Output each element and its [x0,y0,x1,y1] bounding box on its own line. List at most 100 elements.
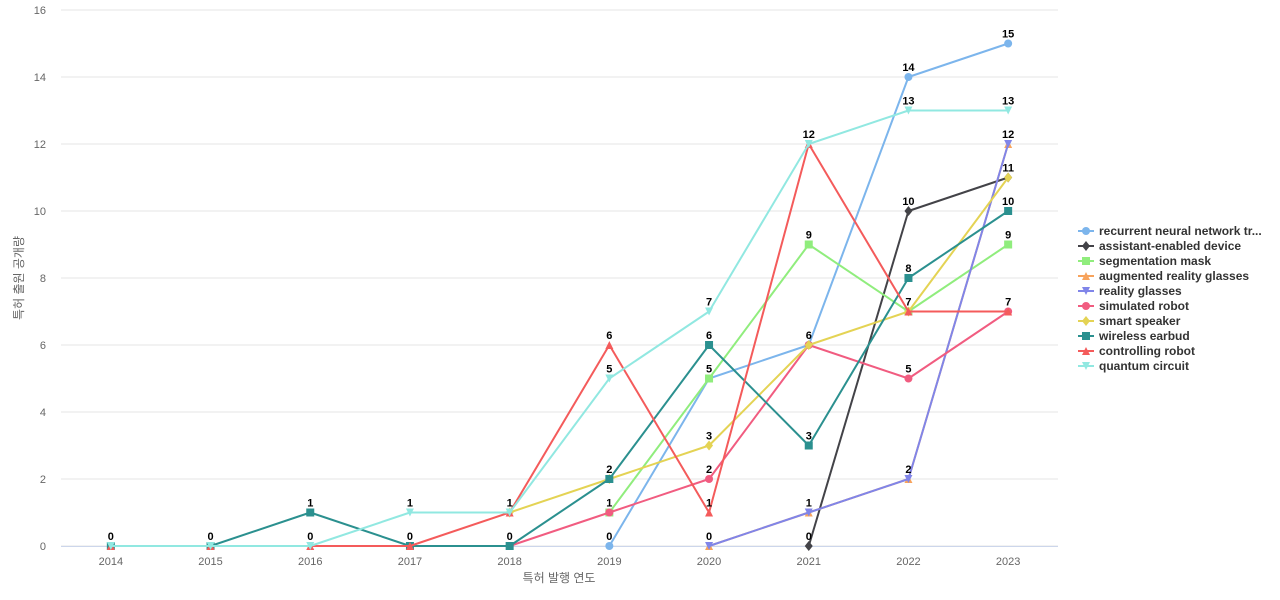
data-label: 6 [706,330,712,342]
data-point [705,542,714,550]
data-point [804,441,813,450]
legend-label: augmented reality glasses [1099,269,1249,283]
x-tick-label: 2021 [797,556,821,568]
data-point [904,206,913,216]
data-label: 0 [307,531,313,543]
series-line [109,109,1010,547]
y-tick-label: 10 [34,206,46,218]
legend-label: controlling robot [1099,344,1195,358]
data-point [904,475,913,483]
legend-marker [1082,347,1090,355]
data-point [804,508,813,517]
series-layer [106,39,1013,551]
data-point [1004,106,1013,115]
legend-marker [1082,257,1090,265]
data-point [1004,307,1013,316]
data-point [705,440,714,451]
data-label: 7 [1005,297,1011,309]
legend-item: simulated robot [1078,299,1189,313]
legend-marker [1082,302,1090,310]
data-point [705,374,714,383]
legend-item: reality glasses [1078,284,1182,298]
data-point [804,140,813,148]
data-label: 11 [1002,163,1014,175]
series-5 [505,307,1013,550]
data-label: 12 [1002,129,1014,141]
series-2 [605,240,1013,517]
data-point [106,542,115,550]
data-label: 15 [1002,29,1014,41]
data-point [804,240,813,249]
data-label: 6 [806,330,812,342]
data-label: 5 [706,364,712,376]
data-label: 1 [507,498,513,510]
legend-label: smart speaker [1099,314,1181,328]
y-axis-title: 특허 출원 공개량 [12,236,26,320]
data-label: 0 [407,531,413,543]
data-label-layer: 0 010101065210765321012963101413108752151… [108,29,1014,544]
data-label: 3 [706,431,712,443]
data-label: 1 [307,498,313,510]
legend-item: segmentation mask [1078,254,1211,268]
y-tick-label: 12 [34,139,46,151]
legend-item: controlling robot [1078,344,1195,358]
data-label: 0 [207,531,213,543]
data-point [505,508,514,517]
legend-marker [1082,316,1090,326]
y-tick-label: 6 [40,340,46,352]
data-label: 8 [905,263,911,275]
legend-marker [1082,362,1090,370]
x-tick-label: 2017 [398,556,422,568]
y-tick-label: 0 [40,541,46,553]
legend-label: simulated robot [1099,299,1189,313]
legend-label: reality glasses [1099,284,1182,298]
data-label: 14 [902,62,915,74]
x-tick-label: 2020 [697,556,721,568]
series-line [608,42,1010,547]
x-tick-label: 2018 [497,556,521,568]
series-0 [605,39,1013,550]
data-point [605,341,614,349]
data-label: 6 [606,330,612,342]
data-point [904,307,913,316]
legend-label: assistant-enabled device [1099,239,1241,253]
series-line [508,310,1010,547]
data-label: 1 [806,498,812,510]
data-label: 0 [507,531,513,543]
data-label: 0 [108,531,114,543]
legend-item: smart speaker [1078,314,1181,328]
data-label: 9 [1005,230,1011,242]
legend-item: augmented reality glasses [1078,269,1249,283]
data-label: 2 [905,464,911,476]
data-point [705,341,714,349]
legend-label: wireless earbud [1098,329,1190,343]
data-point [306,542,315,550]
data-point [904,274,913,282]
legend-item: recurrent neural network tr... [1078,224,1262,238]
data-point [904,73,913,81]
data-label: 3 [806,431,812,443]
legend-item: wireless earbud [1078,329,1190,343]
data-label: 2 [606,464,612,476]
x-tick-label: 2019 [597,556,621,568]
x-tick-label: 2015 [198,556,222,568]
series-line [608,243,1010,514]
data-label: 1 [706,498,712,510]
data-point [904,106,913,115]
legend-marker [1082,227,1090,235]
data-label: 1 [407,498,413,510]
grid-layer [61,9,1058,547]
data-label: 7 [905,297,911,309]
data-point [605,475,614,483]
data-label: 7 [706,297,712,309]
legend: recurrent neural network tr...assistant-… [1078,224,1262,373]
data-point [605,542,614,550]
data-label: 1 [606,498,612,510]
data-label: 5 [905,364,911,376]
x-tick-label: 2022 [896,556,920,568]
x-tick-label: 2014 [99,556,123,568]
legend-item: quantum circuit [1078,359,1189,373]
legend-marker [1082,272,1090,280]
